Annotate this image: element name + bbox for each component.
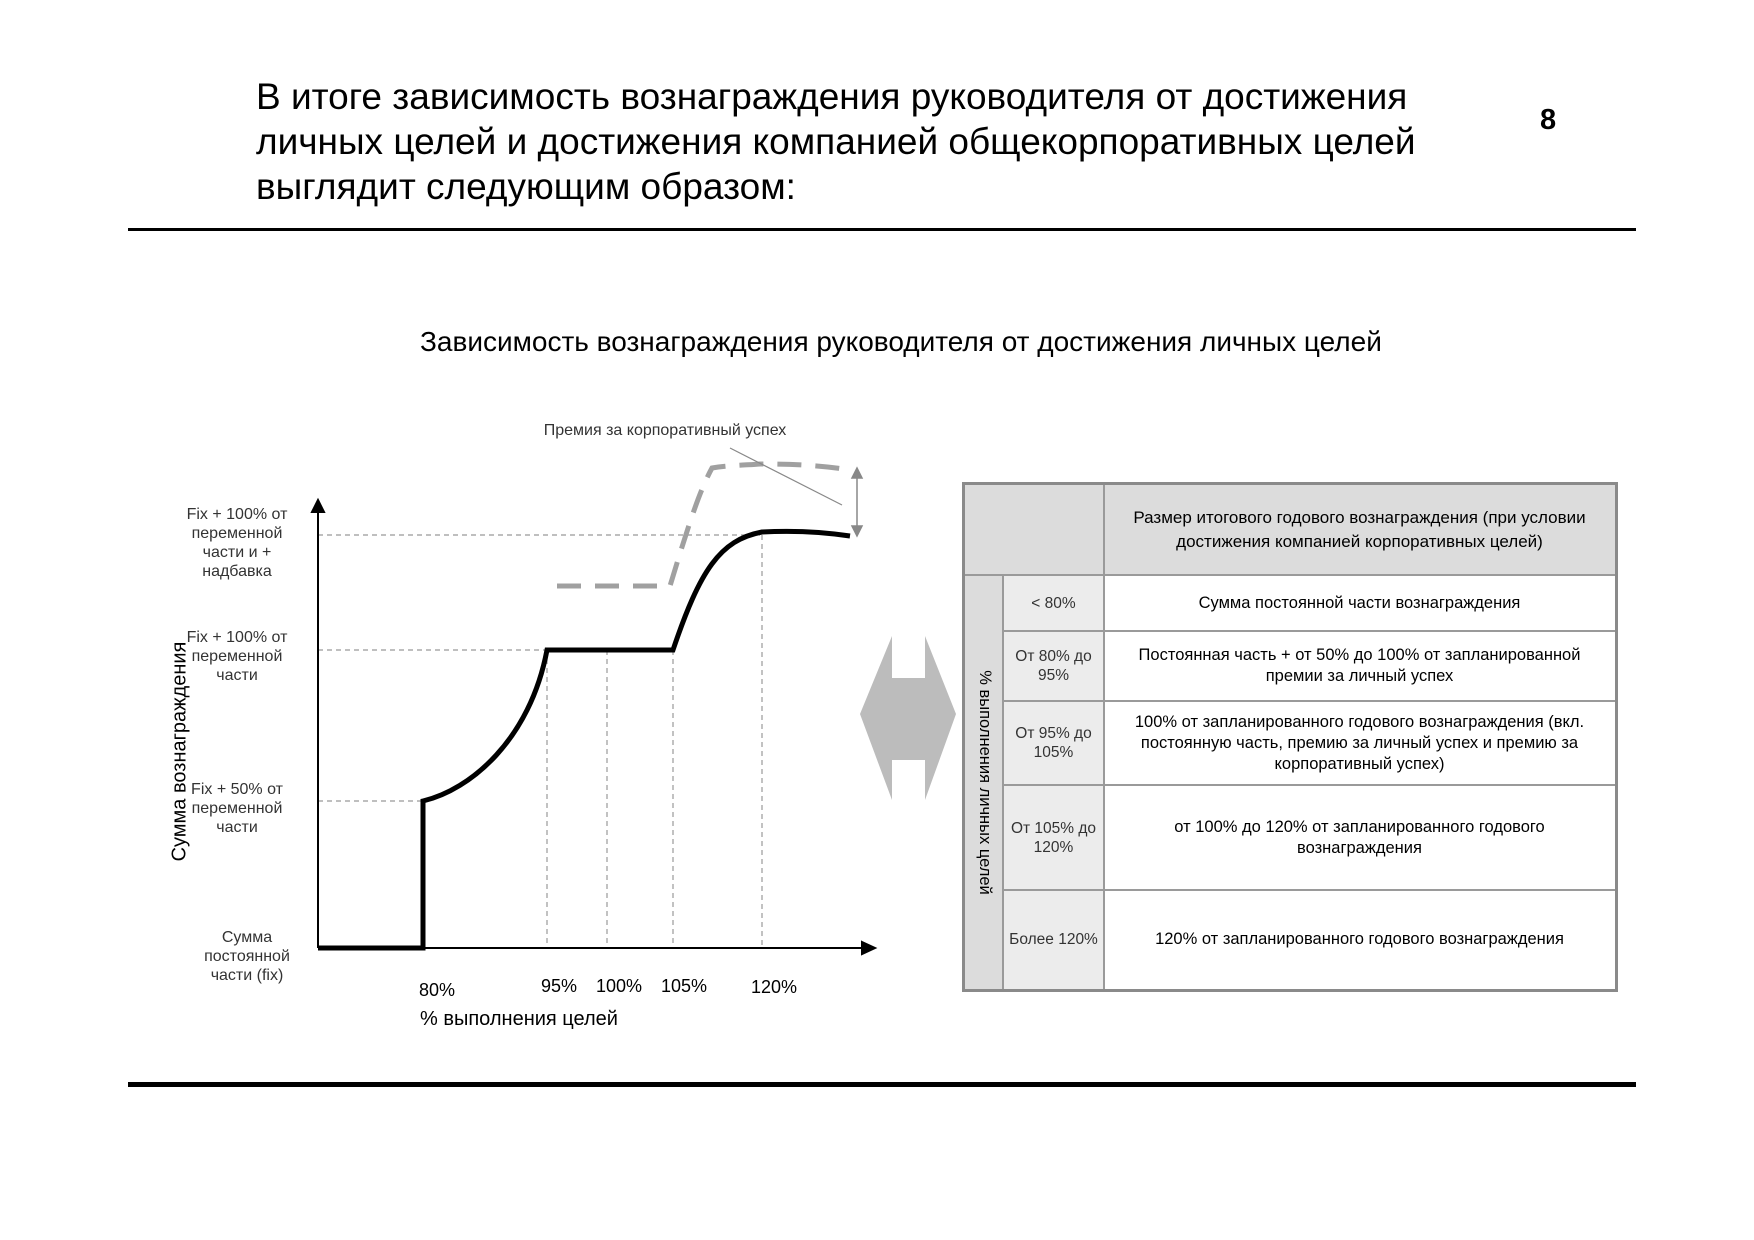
reward-table: Размер итогового годового вознаграждения…: [962, 482, 1618, 992]
x-axis-arrow: [861, 940, 878, 956]
bottom-rule: [128, 1082, 1636, 1087]
y-axis-arrow: [310, 497, 326, 513]
table-divider: [1002, 575, 1004, 989]
side-label-text: % выполнения личных целей: [975, 669, 994, 895]
top-rule: [128, 228, 1636, 231]
table-row-desc: 100% от запланированного годового вознаг…: [1104, 701, 1615, 785]
table-row-desc: Сумма постоянной части вознаграждения: [1104, 575, 1615, 631]
chart-title: Зависимость вознаграждения руководителя …: [420, 326, 1382, 357]
x-axis-label: % выполнения целей: [420, 1008, 618, 1030]
y-tick-label: Fix + 100% от переменной части: [186, 629, 288, 684]
table-divider: [1003, 784, 1615, 786]
table-divider: [965, 574, 1615, 576]
table-row-range: < 80%: [1003, 575, 1104, 631]
y-tick-label: Сумма постоянной части (fix): [204, 929, 290, 984]
table-divider: [1003, 630, 1615, 632]
x-tick-label: 105%: [660, 976, 708, 996]
table-row-range: Более 120%: [1003, 890, 1104, 989]
x-tick-label: 120%: [750, 977, 798, 997]
page-number: 8: [1540, 104, 1557, 136]
annotation-leader: [729, 447, 843, 506]
table-row-range: От 80% до 95%: [1003, 631, 1104, 701]
x-tick-label: 80%: [418, 980, 456, 1000]
table-row-range: От 105% до 120%: [1003, 785, 1104, 890]
table-row-desc: Постоянная часть + от 50% до 100% от зап…: [1104, 631, 1615, 701]
table-divider: [1003, 700, 1615, 702]
double-arrow-icon: [860, 636, 956, 800]
table-corner: [965, 485, 1104, 575]
annotation-bracket: [850, 466, 864, 538]
table-row-desc: 120% от запланированного годового вознаг…: [1104, 890, 1615, 989]
table-divider: [1003, 889, 1615, 891]
x-tick-label: 95%: [540, 976, 578, 996]
series-dashed: [557, 461, 851, 589]
table-row-desc: от 100% до 120% от запланированного годо…: [1104, 785, 1615, 890]
x-tick-label: 100%: [595, 976, 643, 996]
table-divider: [1103, 485, 1105, 989]
y-tick-label: Fix + 50% от переменной части: [191, 781, 283, 836]
table-side-label: % выполнения личных целей: [965, 575, 1003, 989]
y-tick-label: Fix + 100% от переменной части и + надба…: [186, 506, 288, 580]
page-title: В итоге зависимость вознаграждения руков…: [256, 76, 1416, 207]
series-solid: [318, 528, 851, 951]
table-row-range: От 95% до 105%: [1003, 701, 1104, 785]
table-header: Размер итогового годового вознаграждения…: [1104, 485, 1615, 575]
annotation-label: Премия за корпоративный успех: [543, 422, 787, 439]
